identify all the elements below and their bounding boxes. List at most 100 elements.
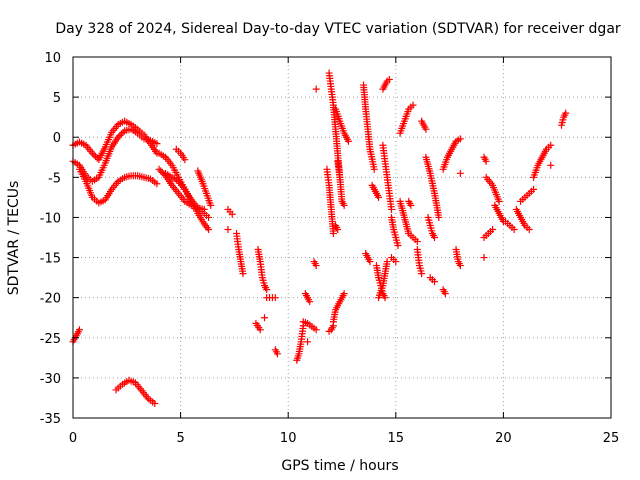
data-point bbox=[383, 258, 391, 266]
chart-title: Day 328 of 2024, Sidereal Day-to-day VTE… bbox=[55, 21, 621, 37]
data-point bbox=[205, 213, 213, 221]
y-tick-label: -5 bbox=[48, 171, 61, 186]
data-point bbox=[200, 205, 208, 213]
data-point bbox=[456, 135, 464, 143]
data-point bbox=[344, 137, 352, 145]
series-arc-48 bbox=[426, 274, 439, 286]
series-arc-19 bbox=[293, 322, 307, 364]
data-point bbox=[181, 156, 189, 164]
y-tick-label: 0 bbox=[53, 131, 61, 146]
x-tick-label: 15 bbox=[388, 431, 405, 446]
series-arc-41 bbox=[396, 101, 417, 137]
data-point bbox=[418, 270, 426, 278]
series-arc-36 bbox=[375, 258, 391, 302]
grid-lines bbox=[73, 57, 611, 418]
data-point bbox=[340, 201, 348, 209]
series-arc-61 bbox=[530, 141, 555, 181]
data-point bbox=[271, 294, 279, 302]
data-point bbox=[340, 290, 348, 298]
x-tick-label: 0 bbox=[69, 431, 77, 446]
data-point bbox=[312, 85, 320, 93]
x-tick-label: 5 bbox=[176, 431, 184, 446]
series-arc-9 bbox=[172, 145, 189, 164]
series-arc-50 bbox=[452, 246, 464, 270]
data-point bbox=[239, 270, 247, 278]
axis-ticks: 0 5 10 15 20 25 10 5 0 -5 -10 -15 -20 -25 -30 -35 bbox=[40, 51, 620, 446]
series-arc-33 bbox=[368, 181, 383, 201]
data-point bbox=[153, 180, 161, 188]
data-point bbox=[366, 258, 374, 266]
data-point bbox=[409, 101, 417, 109]
data-point bbox=[160, 170, 168, 178]
series-arc-20 bbox=[299, 318, 320, 334]
series-arc-14 bbox=[254, 246, 271, 294]
series-arc-63 bbox=[558, 109, 570, 129]
data-point bbox=[441, 290, 449, 298]
data-point bbox=[306, 298, 314, 306]
series-arc-51 bbox=[439, 286, 449, 298]
data-point bbox=[547, 141, 555, 149]
series-arc-17 bbox=[252, 319, 264, 334]
data-point bbox=[261, 314, 269, 322]
data-point bbox=[153, 140, 161, 148]
series-arc-43 bbox=[405, 197, 415, 209]
data-point bbox=[329, 229, 337, 237]
series-arc-8 bbox=[155, 165, 208, 213]
data-point bbox=[530, 185, 538, 193]
data-point bbox=[385, 75, 393, 83]
series-arc-29 bbox=[323, 165, 337, 237]
data-point bbox=[381, 294, 389, 302]
x-tick-label: 10 bbox=[280, 431, 297, 446]
series-arc-24 bbox=[312, 85, 320, 93]
series-arc-37 bbox=[379, 141, 395, 213]
series-arc-44 bbox=[413, 246, 426, 278]
y-tick-label: 10 bbox=[44, 51, 61, 66]
series-arc-22 bbox=[304, 338, 312, 346]
data-point bbox=[117, 130, 125, 138]
series-arc-45 bbox=[418, 117, 430, 133]
series-arc-16 bbox=[261, 314, 269, 322]
data-point bbox=[480, 254, 488, 262]
series-arc-60 bbox=[517, 185, 538, 205]
series-arc-38 bbox=[379, 75, 393, 93]
data-point bbox=[224, 225, 232, 233]
data-point bbox=[375, 193, 383, 201]
series-arc-49 bbox=[439, 135, 464, 173]
data-point bbox=[489, 225, 497, 233]
data-point bbox=[312, 262, 320, 270]
data-point bbox=[392, 258, 400, 266]
data-point bbox=[431, 234, 439, 241]
y-tick-label: 5 bbox=[53, 91, 61, 106]
series-arc-28 bbox=[332, 105, 352, 145]
series-arc-57 bbox=[480, 254, 488, 262]
series-arc-31 bbox=[332, 221, 342, 233]
data-point bbox=[387, 205, 395, 213]
series-arc-26 bbox=[329, 290, 348, 326]
data-point bbox=[562, 109, 570, 117]
x-tick-label: 20 bbox=[495, 431, 512, 446]
series-arc-47 bbox=[424, 213, 439, 241]
data-point bbox=[304, 338, 312, 346]
y-tick-label: -15 bbox=[40, 252, 61, 267]
series-arc-23 bbox=[310, 258, 320, 270]
series-arc-46 bbox=[422, 153, 443, 221]
series-arc-13 bbox=[233, 229, 247, 278]
series-arc-32 bbox=[360, 81, 378, 173]
data-point bbox=[151, 400, 159, 408]
data-point bbox=[525, 225, 533, 233]
series-arc-34 bbox=[362, 250, 374, 266]
series-arc-10 bbox=[194, 167, 215, 209]
y-tick-label: -30 bbox=[40, 372, 61, 387]
data-point bbox=[155, 165, 163, 173]
data-point bbox=[394, 242, 402, 250]
data-point bbox=[256, 326, 264, 334]
data-point bbox=[92, 152, 100, 160]
series-arc-59 bbox=[512, 205, 533, 233]
data-point bbox=[263, 286, 271, 294]
data-point bbox=[207, 201, 215, 209]
data-point bbox=[510, 225, 518, 233]
data-point bbox=[119, 128, 127, 136]
data-point bbox=[273, 350, 281, 358]
data-point bbox=[547, 161, 555, 169]
x-tick-label: 25 bbox=[603, 431, 620, 446]
